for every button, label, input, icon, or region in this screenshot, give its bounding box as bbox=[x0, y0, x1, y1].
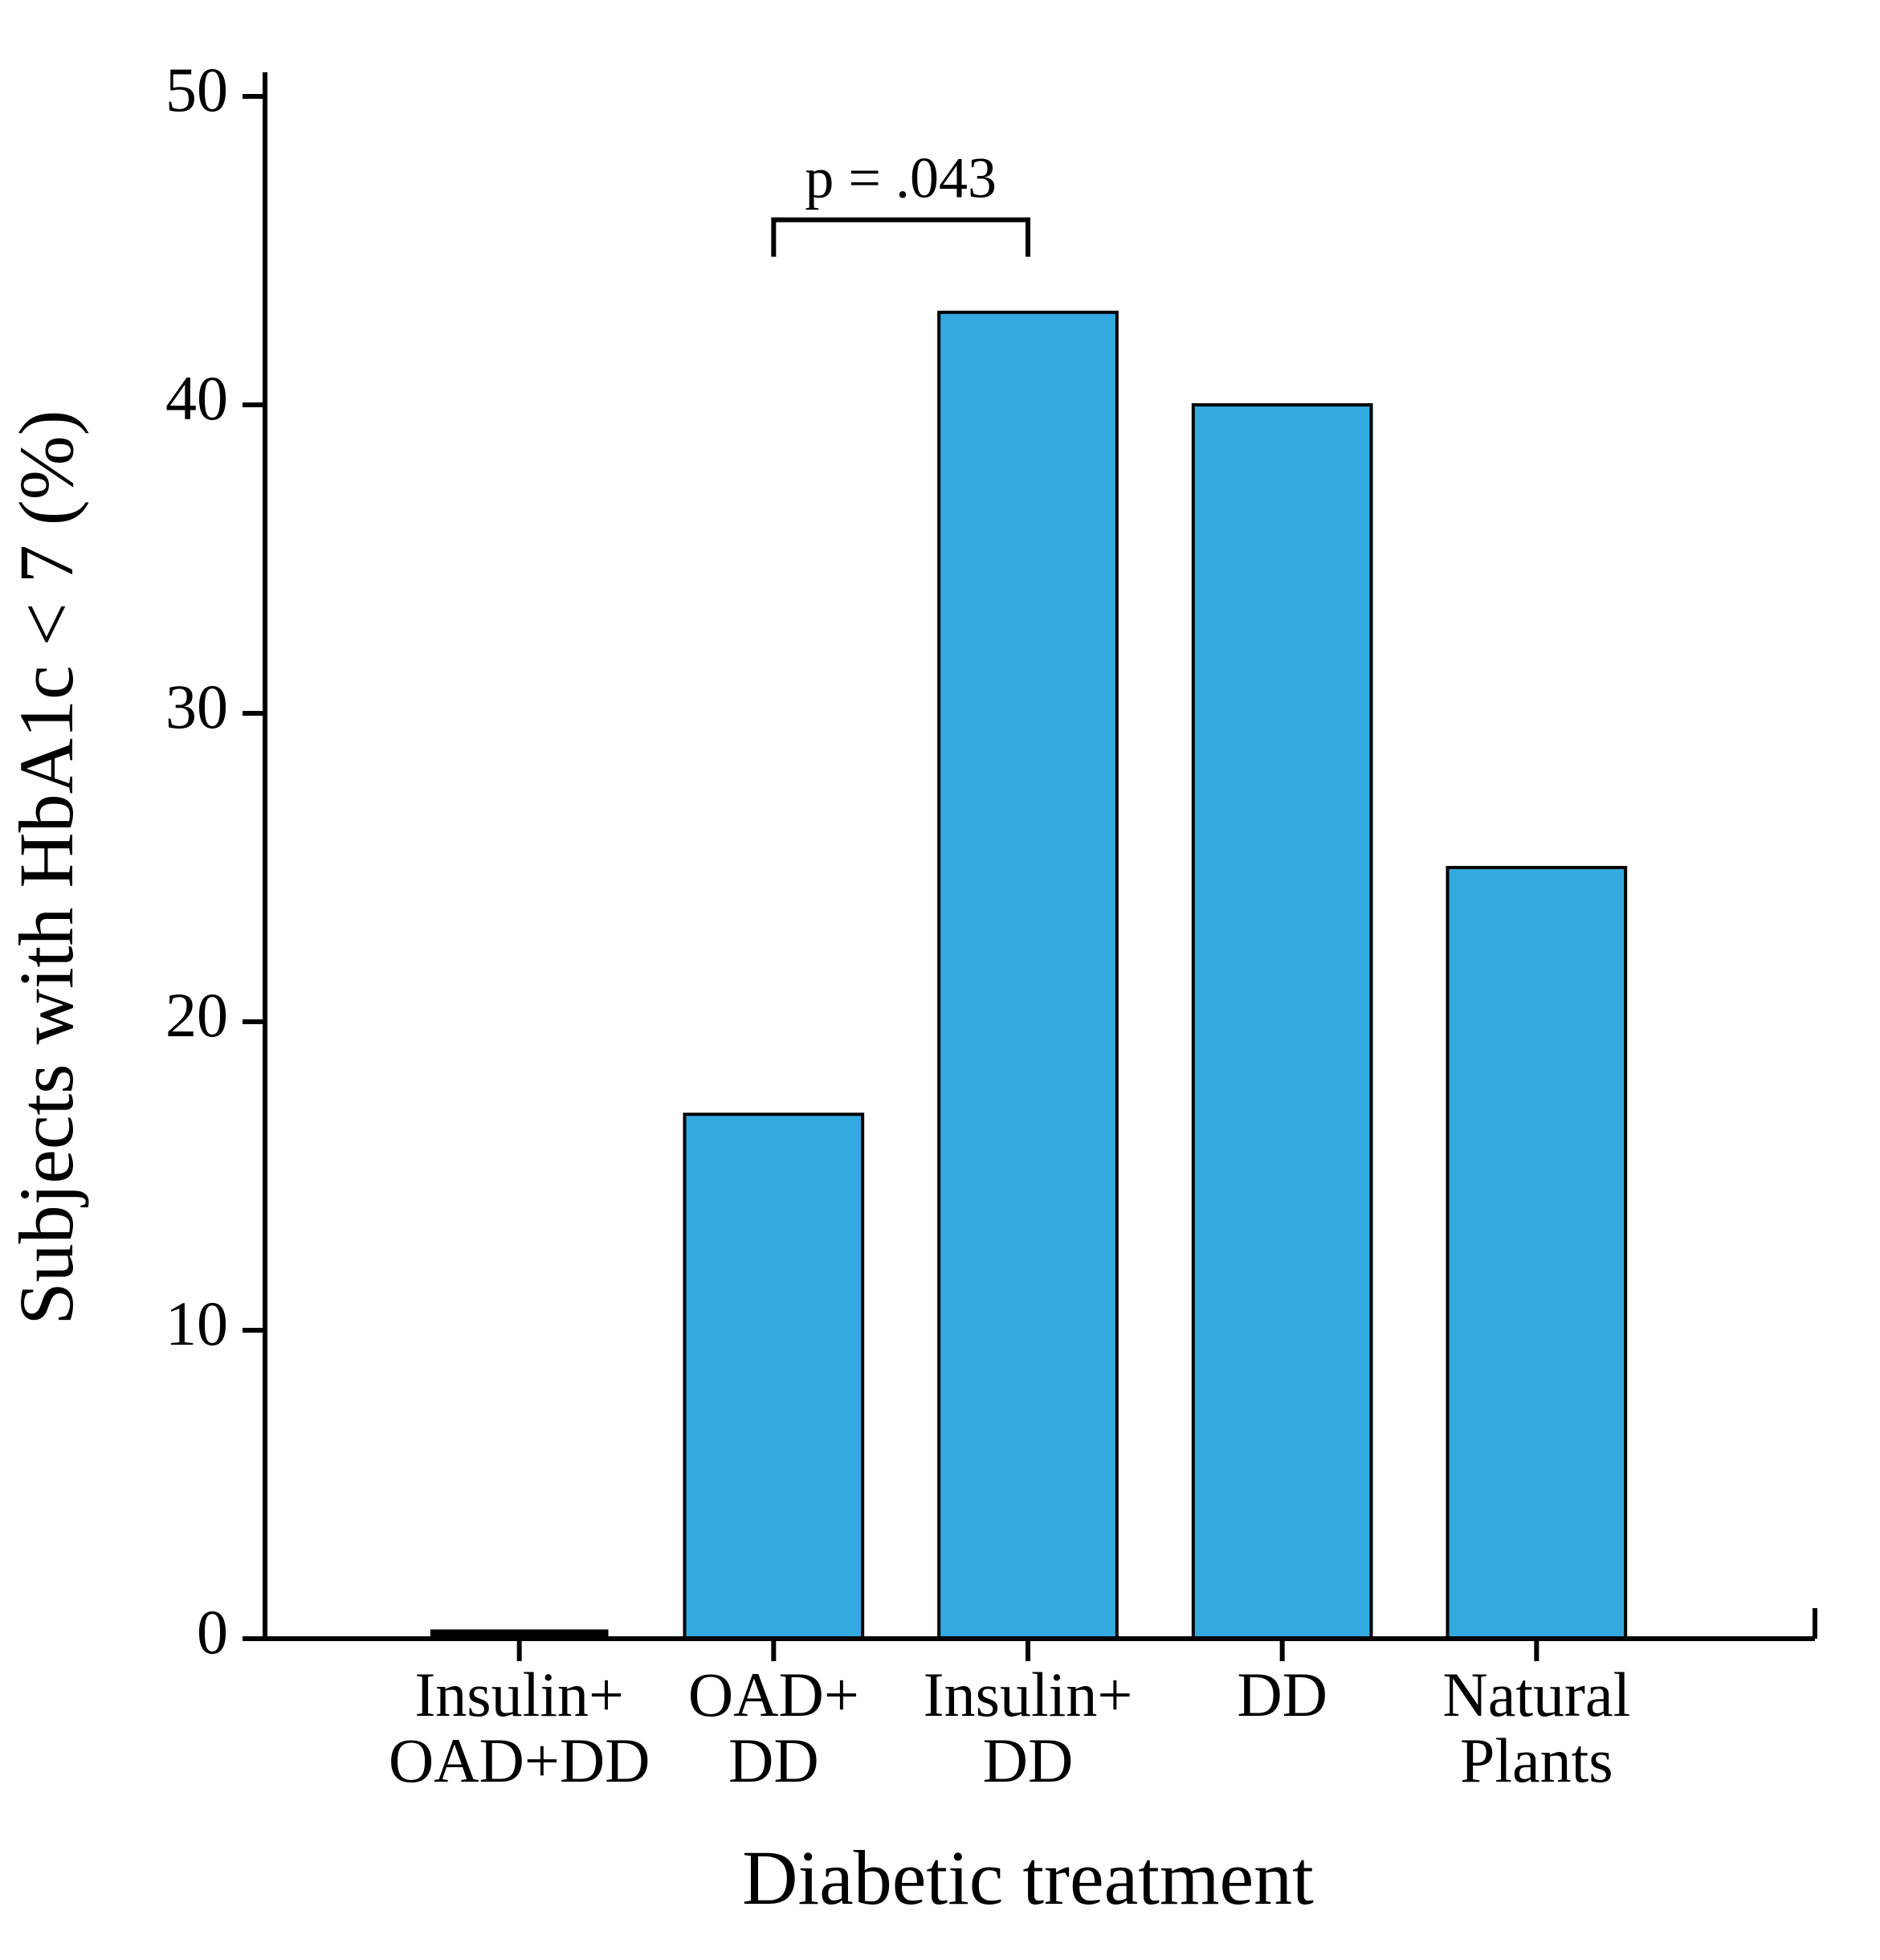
y-tick-label: 30 bbox=[165, 672, 228, 741]
x-tick-label-4: NaturalPlants bbox=[1442, 1660, 1630, 1795]
bar-2 bbox=[939, 312, 1117, 1639]
y-tick-label: 10 bbox=[165, 1288, 228, 1358]
y-axis-title: Subjects with HbA1c < 7 (%) bbox=[3, 410, 89, 1325]
y-tick-label: 20 bbox=[165, 980, 228, 1050]
y-tick-label: 0 bbox=[197, 1597, 228, 1667]
bar-chart: 01020304050Insulin+OAD+DDOAD+DDInsulin+D… bbox=[0, 0, 1880, 1960]
y-tick-label: 40 bbox=[165, 363, 228, 433]
chart-container: 01020304050Insulin+OAD+DDOAD+DDInsulin+D… bbox=[0, 0, 1880, 1960]
bar-3 bbox=[1193, 405, 1372, 1639]
bar-1 bbox=[685, 1114, 863, 1639]
x-tick-label-0: Insulin+OAD+DD bbox=[389, 1660, 650, 1795]
bar-4 bbox=[1448, 868, 1626, 1639]
p-value-label: p = .043 bbox=[805, 146, 997, 210]
x-axis-title: Diabetic treatment bbox=[742, 1835, 1314, 1921]
x-tick-label-3: DD bbox=[1237, 1660, 1327, 1729]
y-tick-label: 50 bbox=[165, 55, 228, 125]
